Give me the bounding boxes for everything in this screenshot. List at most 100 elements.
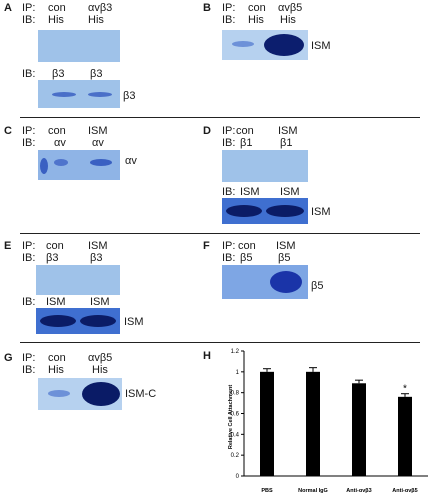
y-axis-label: Relative Cell Attachment [228, 385, 234, 449]
bar [260, 371, 274, 476]
ip-label: IP: [22, 2, 36, 14]
ib-con-label: αv [54, 137, 66, 149]
blot-band [232, 41, 254, 47]
ib-label: IB: [222, 14, 236, 26]
blot-band [266, 205, 304, 217]
blot-band [40, 315, 76, 327]
western-blot-beta1 [222, 150, 308, 182]
ip-target-label: αvβ3 [88, 2, 113, 14]
ib-label: IB: [22, 68, 36, 80]
blot-band [88, 92, 112, 97]
panel-letter: H [203, 350, 211, 362]
ib-con-label: β1 [240, 137, 253, 149]
x-tick-label: Normal IgG [298, 488, 328, 494]
y-tick-label: 0.8 [231, 391, 240, 397]
ib-label: IB: [22, 296, 36, 308]
row-divider [20, 233, 420, 234]
band-label: ISM [311, 206, 331, 218]
western-blot-his [38, 30, 120, 62]
ib-target-label: His [280, 14, 296, 26]
ib-target-label: αv [92, 137, 104, 149]
y-tick-label: 1.2 [231, 349, 240, 355]
blot-band [80, 315, 116, 327]
band-label: β5 [311, 280, 324, 292]
y-tick-label: 0.4 [231, 432, 240, 438]
bar [306, 371, 320, 476]
bar [352, 383, 366, 476]
panel-letter: G [4, 352, 13, 364]
ip-label: IP: [22, 240, 36, 252]
ib-target-label: β3 [90, 252, 103, 264]
ib-label: IB: [222, 252, 236, 264]
row-divider [20, 117, 420, 118]
blot-band [90, 159, 112, 166]
ib-target-label: β1 [280, 137, 293, 149]
western-blot-beta3 [38, 80, 120, 108]
x-tick-label: PBS [261, 488, 273, 494]
band-label: ISM [311, 40, 331, 52]
western-blot-his [222, 30, 308, 60]
panel-letter: E [4, 240, 12, 252]
ip-con-label: con [238, 240, 256, 252]
ip-con-label: con [48, 352, 66, 364]
band-label: ISM [124, 316, 144, 328]
ib-target-label: His [92, 364, 108, 376]
ib-target-label: ISM [280, 186, 300, 198]
y-tick-label: 1 [236, 370, 240, 376]
blot-band [52, 92, 76, 97]
ib-label: IB: [22, 364, 36, 376]
band-label: ISM-C [125, 388, 157, 400]
ib-label: IB: [22, 252, 36, 264]
ib-target-label: His [88, 14, 104, 26]
ip-label: IP: [22, 125, 36, 137]
ip-label: IP: [222, 240, 236, 252]
ib-con-label: His [48, 364, 64, 376]
panel-letter: A [4, 2, 12, 14]
y-tick-label: 0.6 [231, 412, 240, 418]
ip-target-label: αvβ5 [278, 2, 303, 14]
significance-marker: * [403, 384, 407, 395]
blot-band [48, 390, 70, 397]
ib-con-label: ISM [240, 186, 260, 198]
ib-con-label: ISM [46, 296, 66, 308]
blot-band [54, 159, 68, 166]
ip-con-label: con [46, 240, 64, 252]
ip-con-label: con [248, 2, 266, 14]
ip-label: IP: [222, 2, 236, 14]
ib-label: IB: [222, 186, 236, 198]
blot-band [270, 271, 302, 293]
ib-label: IB: [222, 137, 236, 149]
blot-band [226, 205, 262, 217]
ip-con-label: con [48, 2, 66, 14]
western-blot-beta5 [222, 265, 308, 299]
ib-con-label: β3 [46, 252, 59, 264]
panel-letter: F [203, 240, 210, 252]
x-tick-label: Anti-αvβ3 [346, 488, 371, 494]
ip-target-label: αvβ5 [88, 352, 113, 364]
ib-con-label: His [248, 14, 264, 26]
ib-label: IB: [22, 137, 36, 149]
y-tick-label: 0 [236, 474, 240, 480]
ip-target-label: ISM [88, 125, 108, 137]
y-tick-label: 0.2 [231, 453, 240, 459]
ib-con-label: His [48, 14, 64, 26]
panel-letter: C [4, 125, 12, 137]
western-blot-ism [222, 198, 308, 224]
western-blot-ism [36, 308, 120, 334]
ip-target-label: ISM [278, 125, 298, 137]
ip-target-label: ISM [276, 240, 296, 252]
band-label: αv [125, 155, 137, 167]
ib-con-label: β5 [240, 252, 253, 264]
panel-letter: D [203, 125, 211, 137]
bar [398, 396, 412, 476]
western-blot-beta3 [36, 265, 120, 295]
blot-band [264, 34, 304, 56]
band-label: β3 [123, 90, 136, 102]
row-divider [20, 342, 420, 343]
western-blot-his [38, 378, 122, 410]
ib-target-label: β3 [90, 68, 103, 80]
ip-con-label: con [48, 125, 66, 137]
ip-label: IP: [222, 125, 236, 137]
x-tick-label: Anti-αvβ5 [392, 488, 417, 494]
western-blot-alpha-v [38, 150, 120, 180]
